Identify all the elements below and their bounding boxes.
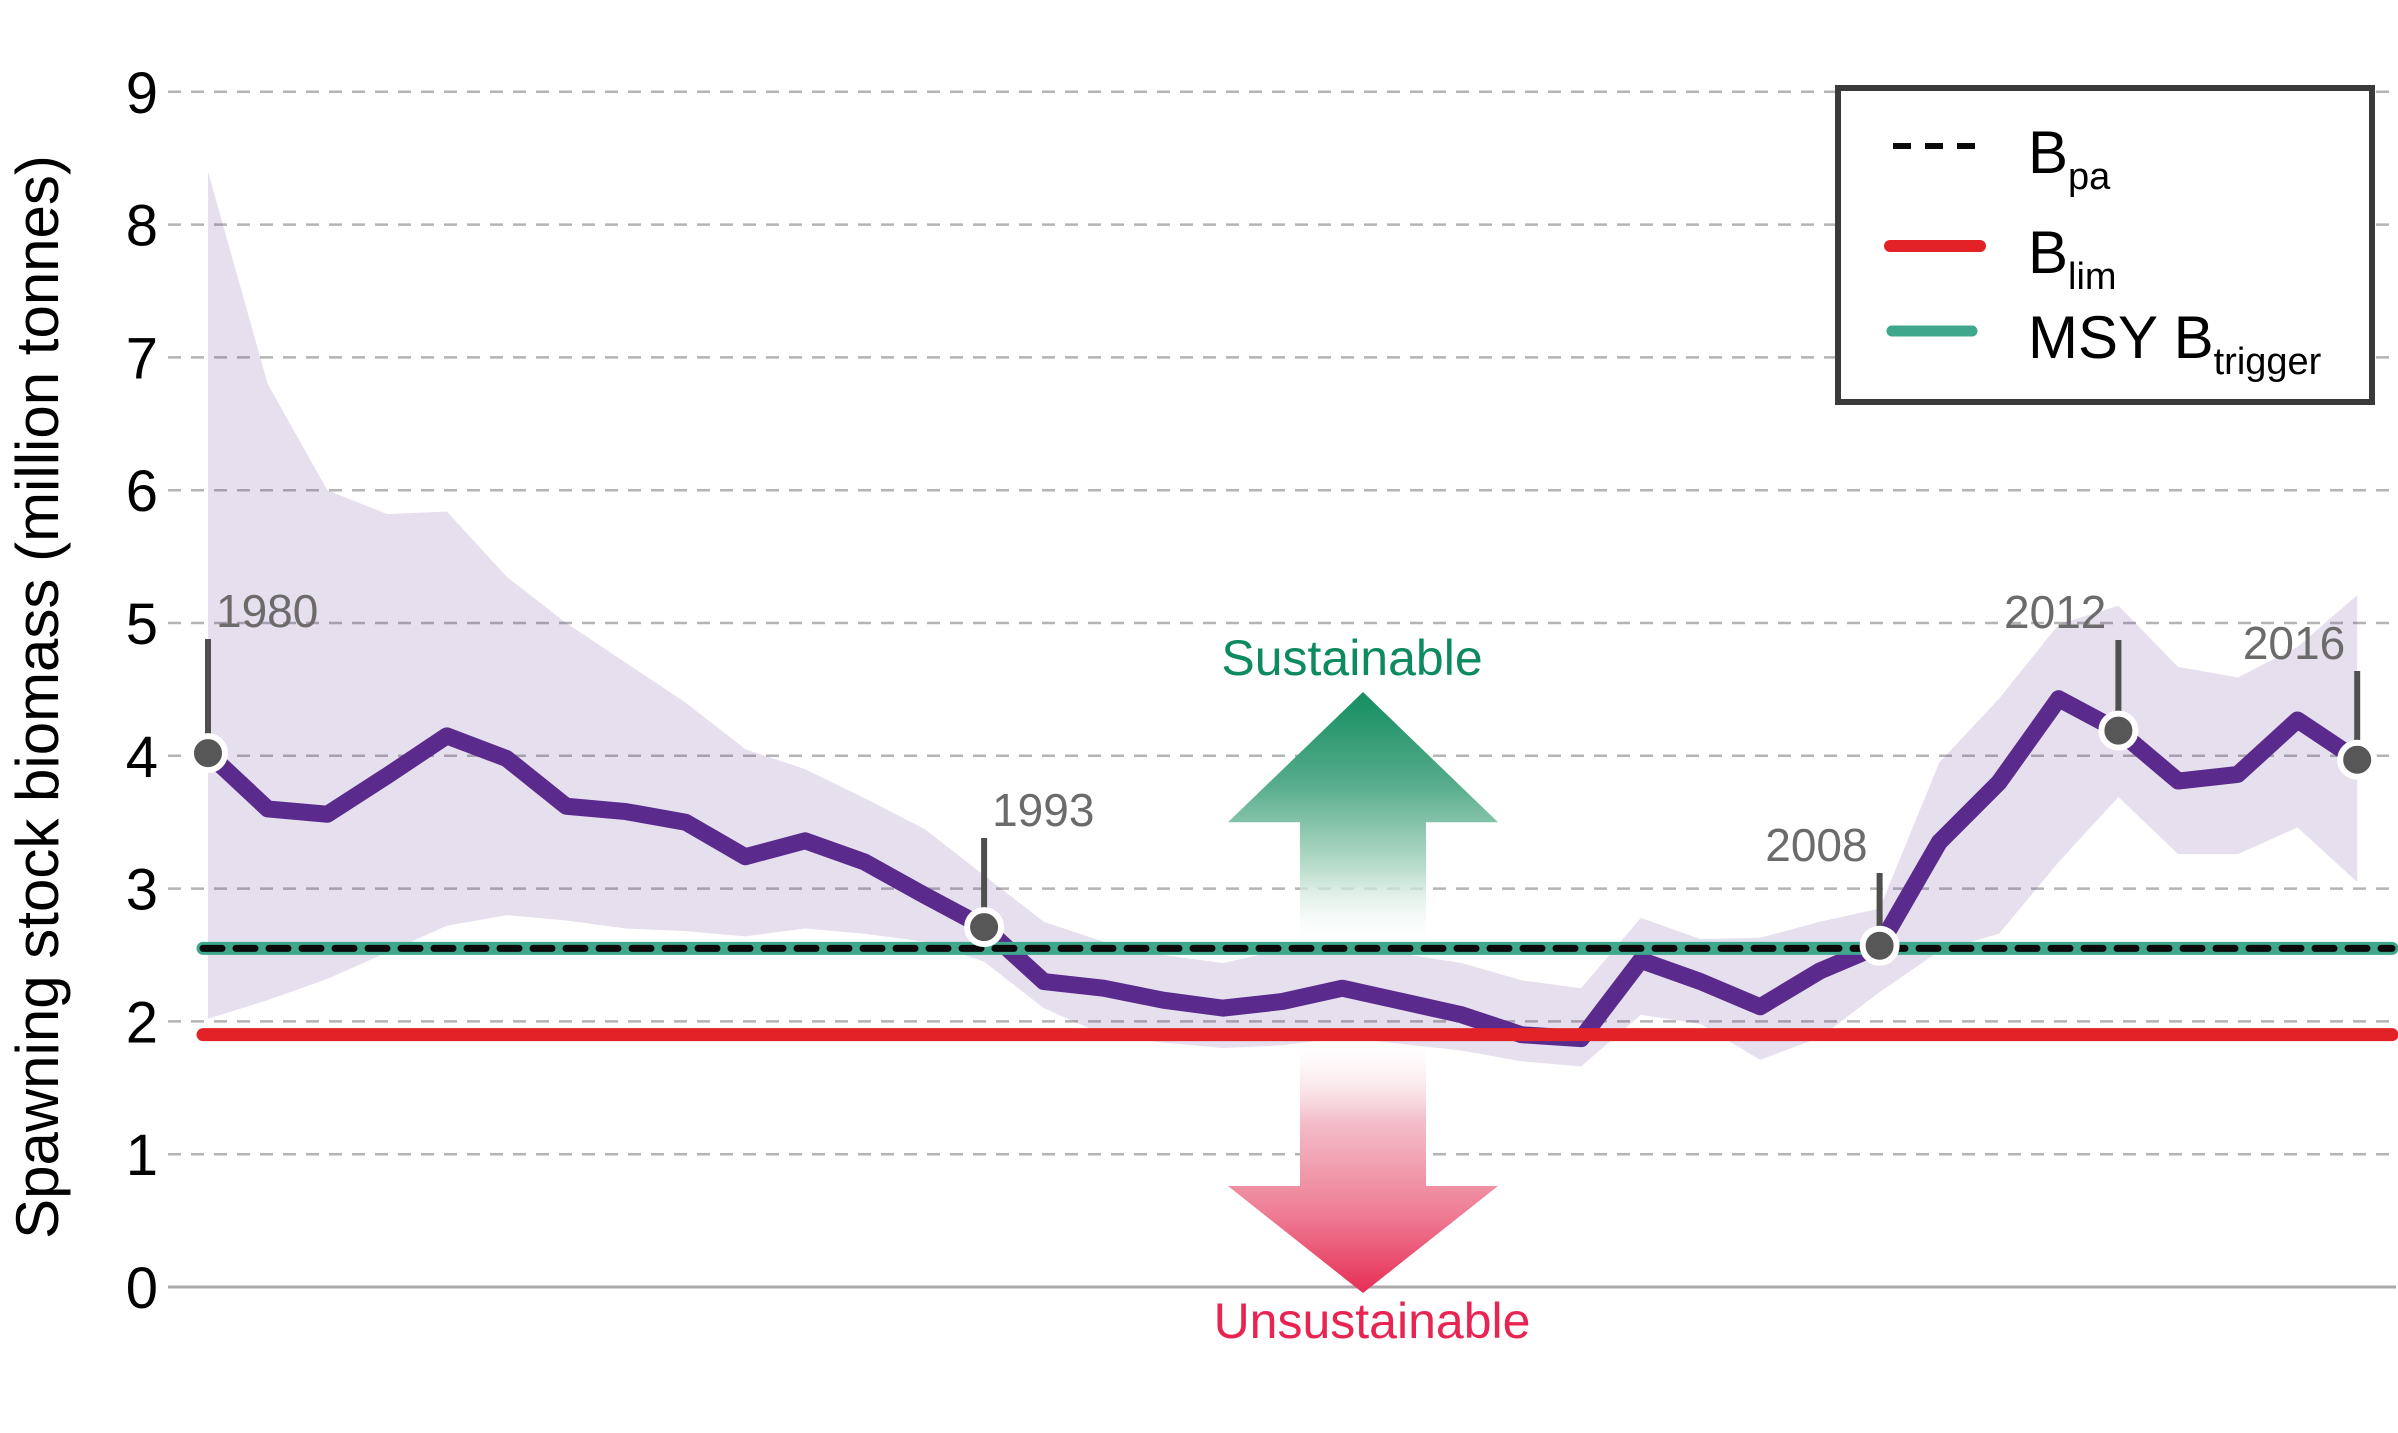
year-label-2012: 2012 (2004, 586, 2106, 638)
confidence-band-area (208, 171, 2358, 1067)
sustainable-label: Sustainable (1221, 630, 1482, 686)
y-tick-8: 8 (126, 194, 158, 259)
legend: Bpa Blim MSY Btrigger (1835, 85, 2375, 405)
y-tick-3: 3 (126, 858, 158, 923)
year-label-1980: 1980 (216, 585, 318, 637)
confidence-band (208, 171, 2358, 1067)
legend-label-bpa: Bpa (2028, 119, 2111, 198)
zone-arrows (1228, 692, 1498, 1293)
marker-dot-2008 (1859, 925, 1900, 966)
marker-dot-1980 (188, 733, 228, 774)
year-label-2016: 2016 (2243, 617, 2345, 669)
marker-dot-1993 (964, 907, 1005, 948)
legend-label-msy-btrigger: MSY Btrigger (2028, 304, 2322, 383)
ssb-line-path (202, 690, 2362, 1048)
reference-lines (196, 941, 2398, 1042)
y-tick-6: 6 (126, 459, 158, 524)
marker-dot-2012 (2098, 710, 2139, 751)
year-label-2008: 2008 (1765, 819, 1867, 871)
y-gridlines (168, 90, 2396, 1289)
y-tick-5: 5 (126, 592, 158, 657)
year-markers: 1980 1993 2008 2012 2016 (188, 585, 2378, 966)
y-axis-title: Spawning stock biomass (million tonnes) (4, 155, 71, 1239)
sustainable-arrow-up-icon (1228, 692, 1498, 949)
y-tick-0: 0 (126, 1256, 158, 1321)
y-tick-labels: 0 1 2 3 4 5 6 7 8 9 (126, 61, 158, 1321)
legend-label-blim: Blim (2028, 219, 2117, 298)
y-tick-7: 7 (126, 326, 158, 391)
y-tick-9: 9 (126, 61, 158, 126)
ssb-line (202, 690, 2362, 1048)
y-tick-4: 4 (126, 725, 158, 790)
marker-dot-2016 (2337, 739, 2378, 780)
y-tick-1: 1 (126, 1123, 158, 1188)
unsustainable-arrow-down-icon (1228, 1034, 1498, 1293)
y-tick-2: 2 (126, 990, 158, 1055)
unsustainable-label: Unsustainable (1214, 1293, 1531, 1349)
year-label-1993: 1993 (992, 784, 1094, 836)
